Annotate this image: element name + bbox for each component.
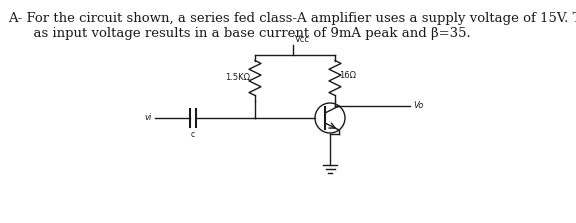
Text: 1.5KΩ: 1.5KΩ [225, 74, 250, 83]
Text: c: c [191, 130, 195, 139]
Text: as input voltage results in a base current of 9mA peak and β=35.: as input voltage results in a base curre… [8, 27, 471, 40]
Text: vi: vi [145, 114, 152, 122]
Text: Vo: Vo [413, 101, 423, 111]
Text: 16Ω: 16Ω [339, 70, 356, 80]
Text: A- For the circuit shown, a series fed class-A amplifier uses a supply voltage o: A- For the circuit shown, a series fed c… [8, 12, 576, 25]
Text: Vcc: Vcc [295, 35, 310, 44]
